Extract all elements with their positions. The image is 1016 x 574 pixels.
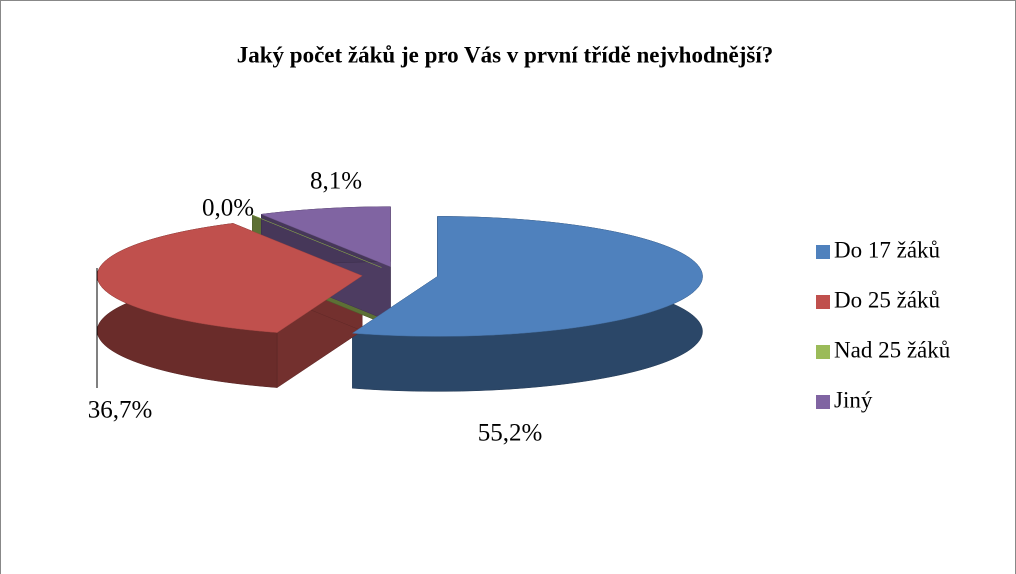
legend-swatch — [816, 395, 830, 409]
legend-label: Nad 25 žáků — [834, 337, 951, 362]
data-label: 55,2% — [478, 420, 543, 447]
legend-swatch — [816, 245, 830, 259]
legend-label: Jiný — [834, 387, 873, 412]
legend-swatch — [816, 295, 830, 309]
legend-label: Do 17 žáků — [834, 237, 941, 262]
data-label: 0,0% — [202, 195, 254, 222]
pie — [96, 206, 703, 392]
slice — [260, 206, 391, 268]
legend-swatch — [816, 345, 830, 359]
legend-label: Do 25 žáků — [834, 287, 941, 312]
data-label: 8,1% — [310, 168, 362, 195]
slice — [96, 223, 363, 333]
slice — [351, 216, 703, 337]
data-label: 36,7% — [88, 397, 153, 424]
chart-title: Jaký počet žáků je pro Vás v první třídě… — [237, 42, 773, 67]
